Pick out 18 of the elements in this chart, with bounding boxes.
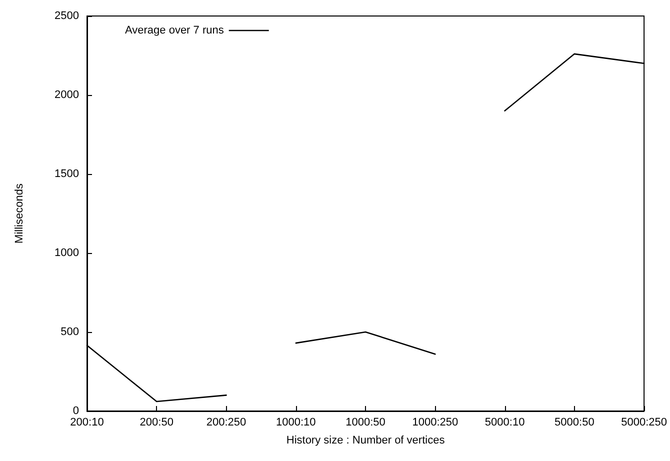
legend-label: Average over 7 runs [124,24,224,36]
y-axis-title: Milliseconds [14,183,26,244]
x-tick-label: 200:10 [70,416,104,428]
y-tick-label: 2500 [54,10,79,22]
y-tick-label: 500 [60,326,79,338]
y-tick-label: 2000 [54,89,79,101]
x-tick-label: 1000:50 [346,416,386,428]
x-tick-label: 1000:10 [276,416,316,428]
y-tick-label: 0 [72,405,79,417]
x-tick-label: 200:250 [206,416,246,428]
y-tick-label: 1000 [54,247,79,259]
x-tick-label: 200:50 [140,416,174,428]
y-tick-label: 1500 [54,168,79,180]
x-tick-label: 5000:10 [484,416,525,428]
x-tick-label: 5000:50 [554,416,594,428]
x-tick-label: 5000:250 [621,416,668,428]
x-axis-title: History size : Number of vertices [286,434,446,446]
x-tick-label: 1000:250 [412,416,458,428]
